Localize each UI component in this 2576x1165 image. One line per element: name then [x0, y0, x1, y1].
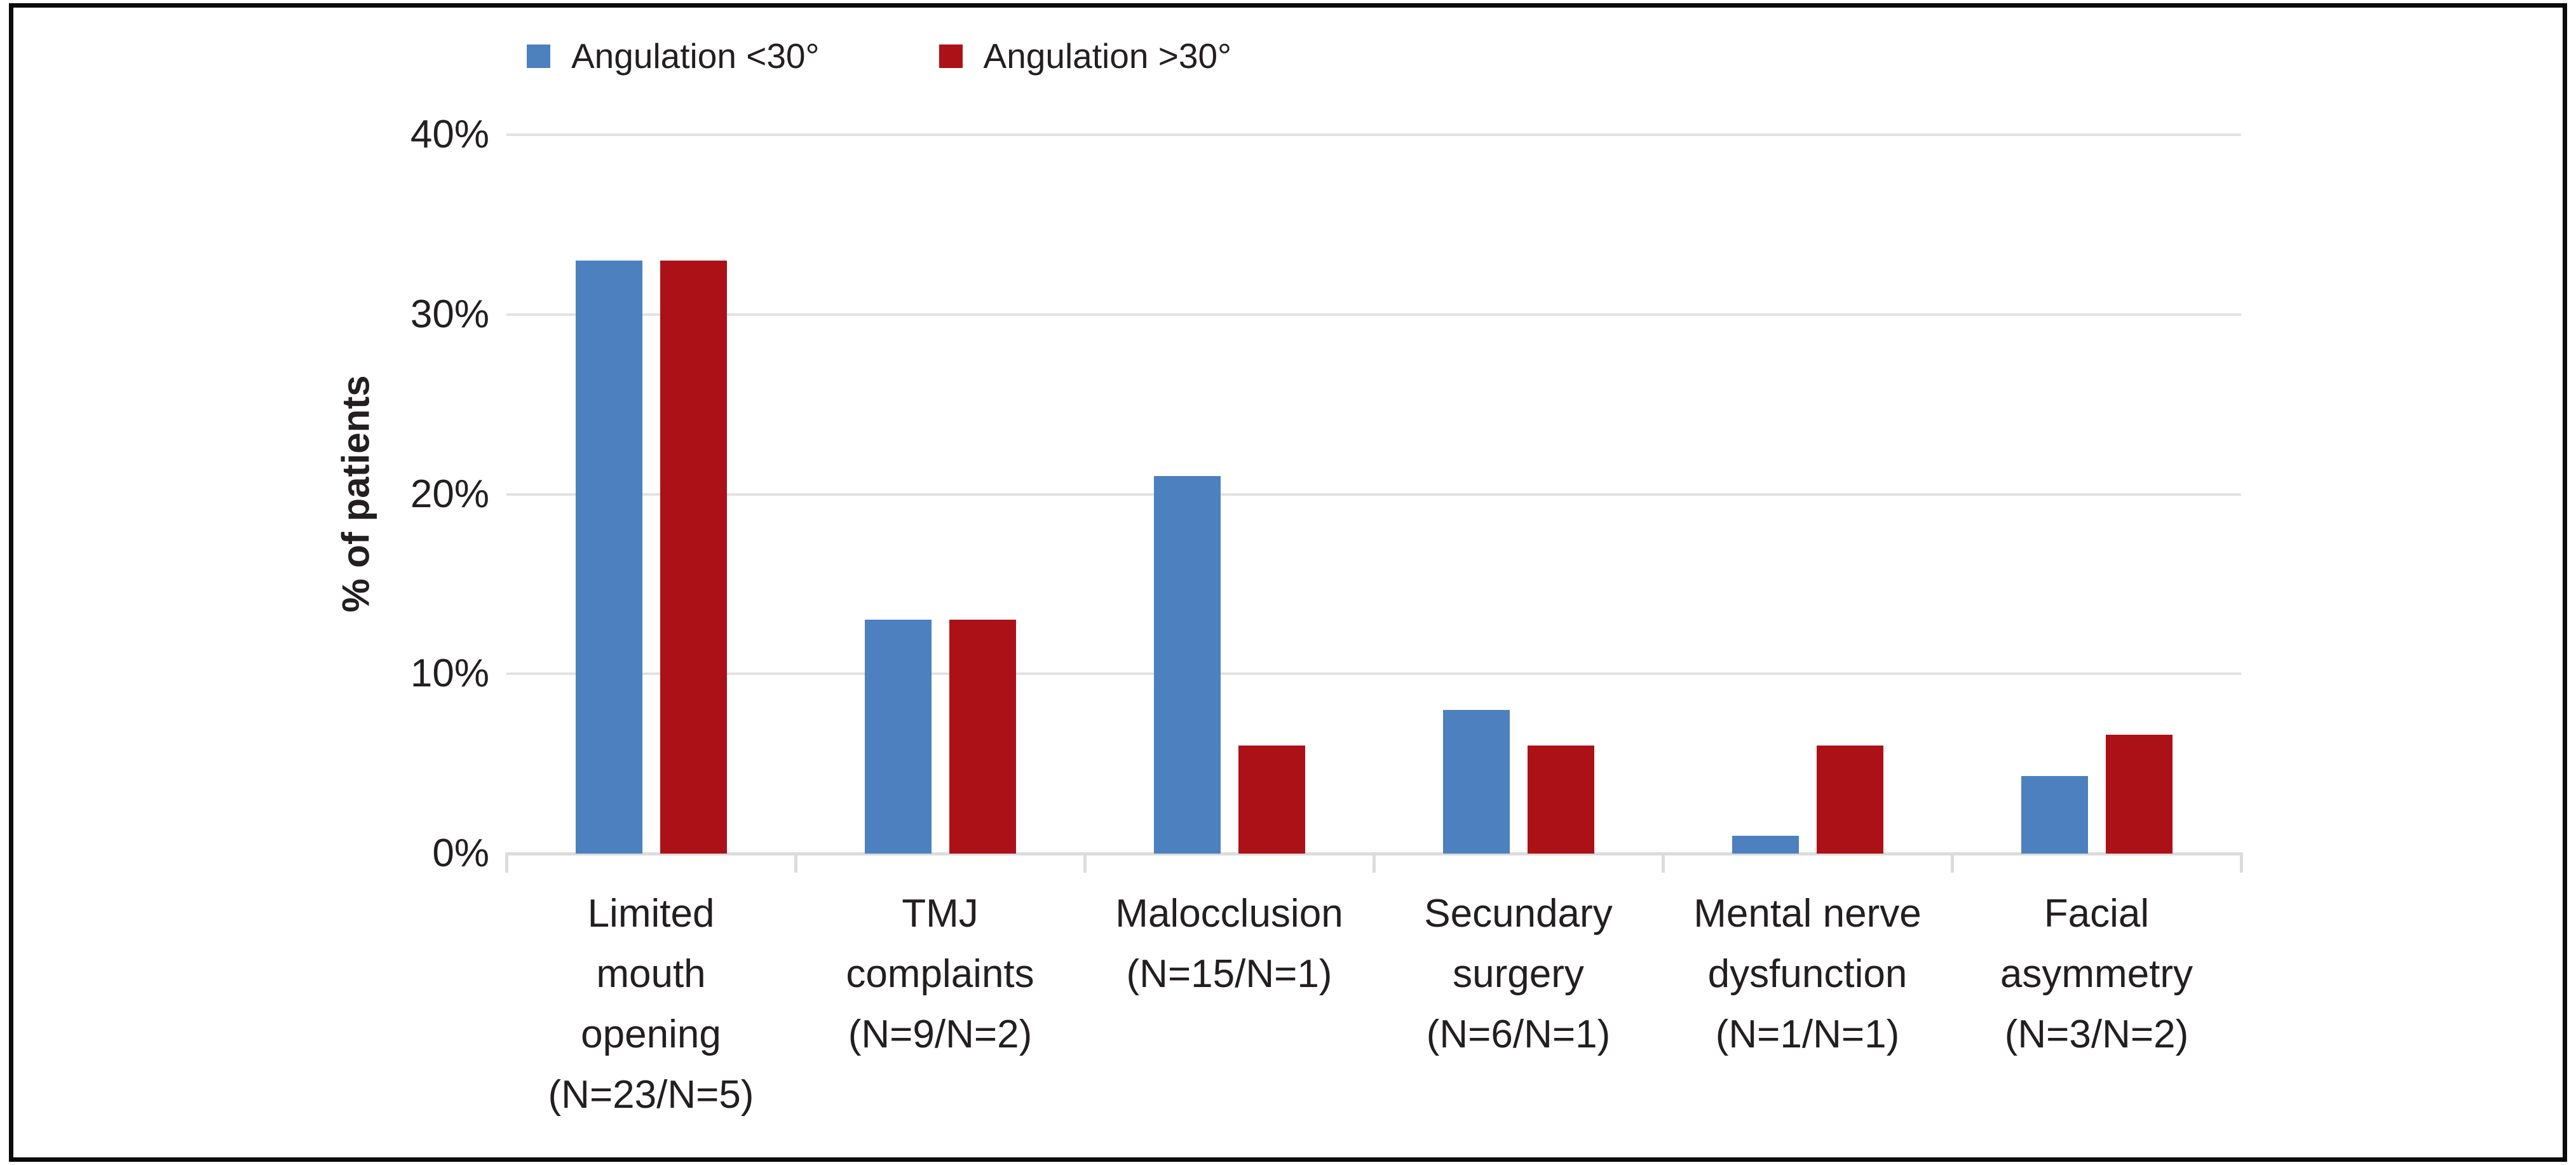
bar-angulation-lt30	[864, 620, 932, 854]
gridline	[506, 313, 2241, 316]
x-axis-tick	[1662, 852, 1665, 873]
bar-angulation-lt30	[2021, 776, 2088, 854]
gridline	[506, 672, 2241, 676]
legend-item: Angulation >30°	[939, 36, 1232, 76]
x-axis-tick	[2240, 852, 2243, 873]
legend: Angulation <30° Angulation >30°	[527, 36, 1231, 76]
bar-angulation-lt30	[1732, 836, 1799, 854]
bar-angulation-lt30	[575, 261, 642, 854]
category-label: Limited mouth opening (N=23/N=5)	[548, 892, 754, 1117]
y-tick-label: 20%	[410, 472, 489, 516]
bar-angulation-gt30	[660, 261, 727, 854]
x-axis-tick	[1373, 852, 1376, 873]
category-label: TMJ complaints (N=9/N=2)	[846, 892, 1034, 1056]
bar-angulation-gt30	[1238, 746, 1305, 854]
x-axis-tick	[1083, 852, 1087, 873]
gridline	[506, 133, 2241, 136]
bar-angulation-gt30	[1816, 746, 1883, 854]
x-axis-tick	[794, 852, 797, 873]
legend-swatch-icon	[939, 44, 963, 68]
x-axis-tick	[505, 852, 508, 873]
bar-angulation-gt30	[1527, 746, 1594, 854]
y-tick-label: 40%	[410, 112, 489, 156]
x-axis-tick	[1951, 852, 1954, 873]
bar-angulation-gt30	[949, 620, 1016, 854]
category-label: Facial asymmetry (N=3/N=2)	[2000, 892, 2193, 1056]
bar-angulation-gt30	[2105, 735, 2173, 854]
legend-label: Angulation <30°	[571, 36, 820, 76]
legend-label: Angulation >30°	[983, 36, 1232, 76]
gridline	[506, 493, 2241, 496]
y-tick-label: 0%	[432, 831, 489, 875]
bar-angulation-lt30	[1442, 710, 1510, 854]
bar-angulation-lt30	[1153, 476, 1221, 854]
category-label: Secundary surgery (N=6/N=1)	[1424, 892, 1613, 1056]
y-tick-label: 30%	[410, 292, 489, 336]
legend-item: Angulation <30°	[527, 36, 820, 76]
legend-swatch-icon	[527, 44, 550, 68]
y-tick-label: 10%	[410, 651, 489, 696]
category-label: Malocclusion (N=15/N=1)	[1115, 892, 1343, 996]
category-label: Mental nerve dysfunction (N=1/N=1)	[1693, 892, 1922, 1056]
